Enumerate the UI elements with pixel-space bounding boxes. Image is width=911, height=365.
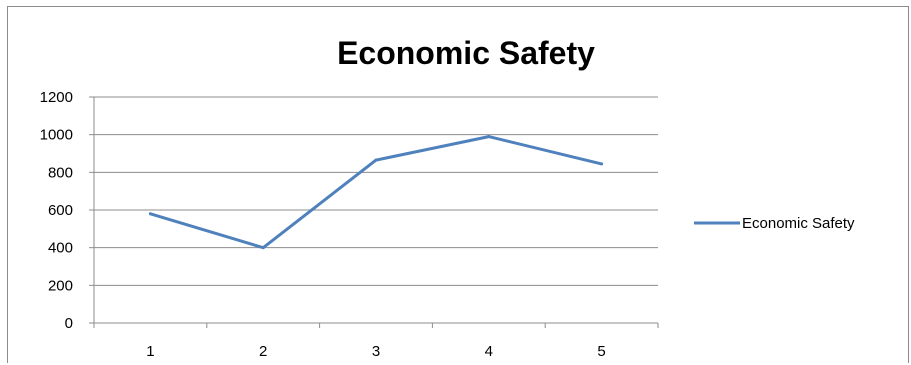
data-point-2	[261, 246, 265, 250]
data-point-4	[487, 135, 491, 139]
chart-title: Economic Safety	[337, 35, 595, 71]
x-tick-label-5: 5	[597, 343, 605, 360]
y-tick-label-600: 600	[48, 202, 73, 219]
data-point-5	[600, 162, 604, 166]
y-tick-label-1200: 1200	[40, 89, 73, 106]
gridlines	[94, 96, 658, 286]
legend-label-economic-safety: Economic Safety	[742, 215, 855, 232]
x-tick-label-3: 3	[372, 343, 380, 360]
y-tick-label-400: 400	[48, 240, 73, 257]
chart-frame	[7, 6, 909, 363]
series-lines	[148, 135, 604, 250]
data-point-3	[374, 158, 378, 162]
y-tick-label-0: 0	[65, 315, 73, 332]
x-tick-label-2: 2	[259, 343, 267, 360]
x-tick-label-4: 4	[485, 343, 493, 360]
series-line-economic-safety	[148, 135, 604, 250]
legend: Economic Safety	[694, 215, 855, 232]
axes: 0 200 400 600 800 1000 1200 1 2 3 4 5	[40, 89, 659, 360]
x-tick-label-1: 1	[146, 343, 154, 360]
y-tick-label-200: 200	[48, 277, 73, 294]
y-tick-label-800: 800	[48, 164, 73, 181]
y-tick-label-1000: 1000	[40, 127, 73, 144]
data-point-1	[148, 212, 152, 216]
